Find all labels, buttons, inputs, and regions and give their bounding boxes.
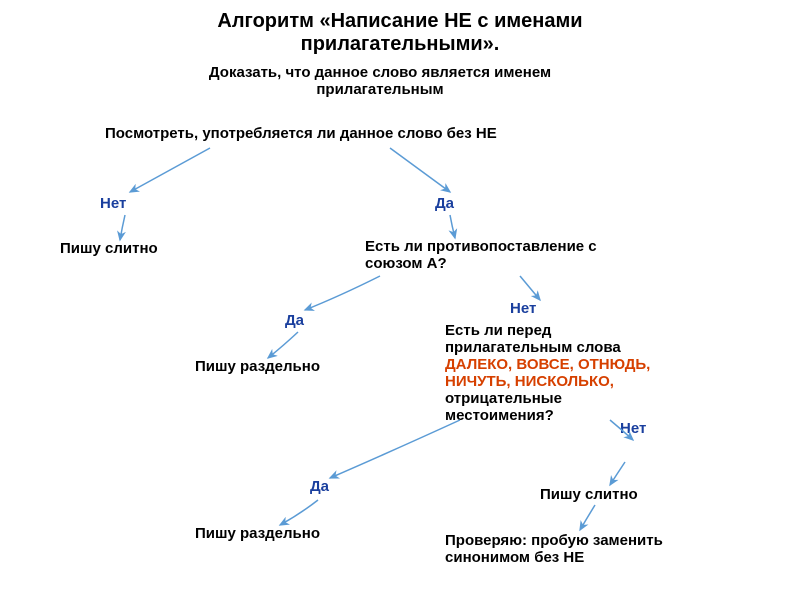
step1-line2: прилагательным bbox=[120, 81, 640, 98]
check-step: Проверяю: пробую заменить синонимом без … bbox=[445, 532, 745, 566]
step2: Посмотреть, употребляется ли данное слов… bbox=[105, 125, 645, 142]
no3-label: Нет bbox=[620, 420, 646, 437]
branch-yes2: Да bbox=[285, 312, 304, 329]
step1-line1: Доказать, что данное слово является имен… bbox=[120, 64, 640, 81]
check-line1: Проверяю: пробую заменить bbox=[445, 532, 745, 549]
q3-highlight1: ДАЛЕКО, ВОВСЕ, ОТНЮДЬ, bbox=[445, 356, 725, 373]
result-write-together-2: Пишу слитно bbox=[540, 486, 638, 503]
step1: Доказать, что данное слово является имен… bbox=[120, 64, 640, 98]
result1-text: Пишу слитно bbox=[60, 240, 158, 257]
q3-line1: Есть ли перед bbox=[445, 322, 725, 339]
step2-text: Посмотреть, употребляется ли данное слов… bbox=[105, 125, 497, 142]
no2-label: Нет bbox=[510, 300, 536, 317]
yes3-label: Да bbox=[310, 478, 329, 495]
branch-no3: Нет bbox=[620, 420, 646, 437]
q3-line4: местоимения? bbox=[445, 407, 554, 424]
result-write-separate-2: Пишу раздельно bbox=[195, 525, 320, 542]
result-write-separate-1: Пишу раздельно bbox=[195, 358, 320, 375]
branch-yes3: Да bbox=[310, 478, 329, 495]
q2-line2: союзом А? bbox=[365, 255, 665, 272]
result4-text: Пишу раздельно bbox=[195, 525, 320, 542]
question3: Есть ли перед прилагательным слова ДАЛЕК… bbox=[445, 322, 725, 424]
q3-line2: прилагательным слова bbox=[445, 339, 725, 356]
q2-line1: Есть ли противопоставление с bbox=[365, 238, 665, 255]
check-line2: синонимом без НЕ bbox=[445, 549, 745, 566]
branch-yes1: Да bbox=[435, 195, 454, 212]
q3-line3: отрицательные bbox=[445, 390, 725, 407]
yes1-label: Да bbox=[435, 195, 454, 212]
question2: Есть ли противопоставление с союзом А? bbox=[365, 238, 665, 272]
title-line1: Алгоритм «Написание НЕ с именами bbox=[0, 10, 800, 33]
result-write-together-1: Пишу слитно bbox=[60, 240, 158, 257]
yes2-label: Да bbox=[285, 312, 304, 329]
result2-text: Пишу раздельно bbox=[195, 358, 320, 375]
branch-no1: Нет bbox=[100, 195, 126, 212]
result3-text: Пишу слитно bbox=[540, 486, 638, 503]
no1-label: Нет bbox=[100, 195, 126, 212]
title-line2: прилагательными». bbox=[0, 33, 800, 56]
branch-no2: Нет bbox=[510, 300, 536, 317]
title: Алгоритм «Написание НЕ с именами прилага… bbox=[0, 10, 800, 56]
q3-highlight2: НИЧУТЬ, НИСКОЛЬКО, bbox=[445, 373, 725, 390]
